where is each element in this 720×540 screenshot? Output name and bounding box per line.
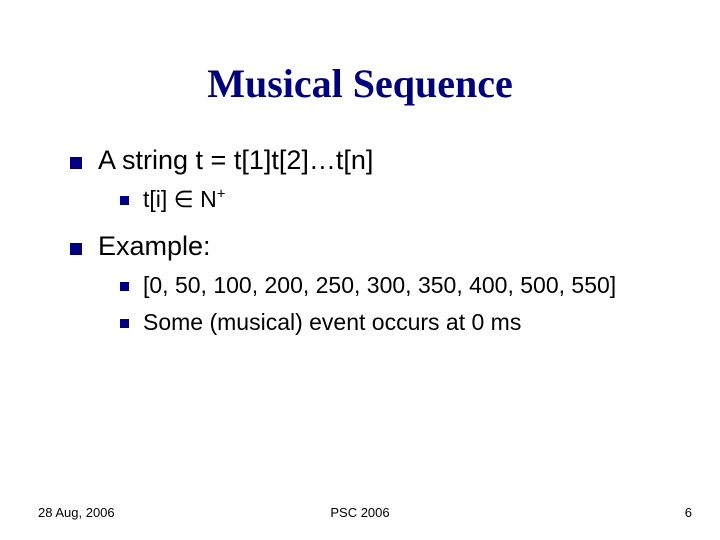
bullet-text: Some (musical) event occurs at 0 ms [143,309,521,336]
footer-center: PSC 2006 [0,505,720,520]
bullet-lvl1: Example: [70,231,690,262]
square-bullet-icon [120,282,129,291]
footer-page-number: 6 [685,505,692,520]
text-fragment: N [194,186,217,212]
element-of-icon: ∈ [174,186,194,212]
bullet-lvl2: t[i] ∈ N+ [120,186,690,213]
bullet-lvl1: A string t = t[1]t[2]…t[n] [70,145,690,176]
square-bullet-icon [120,319,129,328]
slide-title: Musical Sequence [0,0,720,127]
bullet-text: t[i] ∈ N+ [143,186,225,213]
square-bullet-icon [70,243,82,255]
slide-content: A string t = t[1]t[2]…t[n] t[i] ∈ N+ Exa… [0,145,720,336]
superscript: + [217,185,226,202]
bullet-lvl2: [0, 50, 100, 200, 250, 300, 350, 400, 50… [120,272,690,299]
square-bullet-icon [120,196,129,205]
bullet-lvl2: Some (musical) event occurs at 0 ms [120,309,690,336]
bullet-text: [0, 50, 100, 200, 250, 300, 350, 400, 50… [143,272,616,299]
square-bullet-icon [70,157,82,169]
slide: Musical Sequence A string t = t[1]t[2]…t… [0,0,720,540]
bullet-text: Example: [98,231,211,262]
text-fragment: t[i] [143,186,174,212]
bullet-text: A string t = t[1]t[2]…t[n] [98,145,373,176]
